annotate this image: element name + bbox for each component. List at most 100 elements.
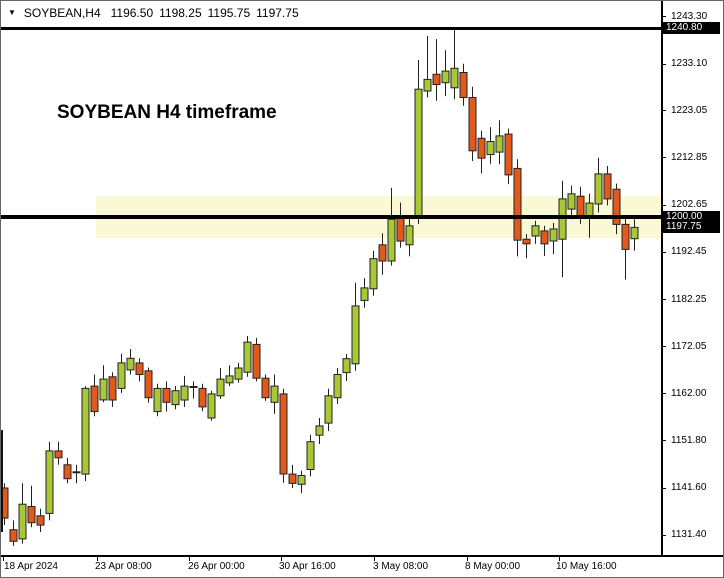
candle-body xyxy=(531,225,540,237)
candle-body xyxy=(9,529,18,542)
collapse-arrow-icon[interactable]: ▼ xyxy=(8,8,16,17)
candle-body xyxy=(1,487,9,519)
candle-body xyxy=(117,362,126,389)
time-tick-mark xyxy=(467,556,468,561)
time-tick-label: 18 Apr 2024 xyxy=(4,561,58,572)
price-tick-mark xyxy=(661,63,666,65)
resistance-hline-1240[interactable] xyxy=(1,26,661,30)
candle-body xyxy=(504,133,513,176)
candle-body xyxy=(99,378,108,401)
price-axis[interactable]: 1243.30 1233.10 1223.05 1212.85 1202.65 1192.… xyxy=(661,1,723,555)
time-tick-mark xyxy=(3,556,4,561)
candle-body xyxy=(81,387,90,475)
candle-body xyxy=(333,374,342,399)
time-tick-label: 8 May 00:00 xyxy=(465,561,521,572)
price-tick-mark xyxy=(661,251,666,253)
candle-body xyxy=(567,193,576,210)
candle-body xyxy=(18,503,27,540)
partial-candle xyxy=(1,430,3,532)
candle-body xyxy=(189,386,198,388)
price-tick-mark xyxy=(661,299,666,301)
candle-body xyxy=(459,72,468,98)
candle-body xyxy=(306,441,315,471)
price-tick-label: 1151.80 xyxy=(671,434,707,446)
candle-body xyxy=(63,464,72,480)
candle-body xyxy=(423,78,432,92)
candle-body xyxy=(594,173,603,205)
price-axis-separator xyxy=(661,1,663,556)
candle-body xyxy=(450,67,459,89)
candle-body xyxy=(72,471,81,474)
price-tick-label: 1162.00 xyxy=(671,387,707,399)
candle-body xyxy=(270,385,279,403)
price-tick-label: 1243.30 xyxy=(671,10,708,22)
candle-body xyxy=(261,377,270,399)
candle-body xyxy=(216,378,225,397)
price-tick-mark xyxy=(661,534,666,536)
candle-body xyxy=(612,188,621,225)
candle-body xyxy=(369,258,378,290)
candle-body xyxy=(144,370,153,399)
price-tick-label: 1202.65 xyxy=(671,199,708,211)
candle-body xyxy=(90,385,99,413)
candle-body xyxy=(441,70,450,84)
candle-body xyxy=(360,287,369,301)
price-tick-mark xyxy=(661,487,666,489)
candle-body xyxy=(603,173,612,200)
candle-body xyxy=(162,387,171,403)
chart-plot-area: SOYBEAN H4 timeframe xyxy=(1,1,661,555)
candle-body xyxy=(351,305,360,365)
price-tick-label: 1131.40 xyxy=(671,529,707,541)
price-tick-label: 1141.60 xyxy=(671,482,707,493)
candle-body xyxy=(45,450,54,514)
candle-body xyxy=(549,228,558,242)
support-hline-1200[interactable] xyxy=(1,215,661,219)
quote-open: 1196.50 xyxy=(110,6,154,20)
candle-body xyxy=(171,390,180,406)
price-tick-label: 1192.45 xyxy=(671,246,707,258)
time-tick-mark xyxy=(559,556,560,561)
price-tick-label: 1182.25 xyxy=(671,293,707,305)
time-tick-label: 3 May 08:00 xyxy=(373,561,429,572)
quote-low: 1195.75 xyxy=(207,6,251,20)
chart-annotation-text[interactable]: SOYBEAN H4 timeframe xyxy=(57,102,277,123)
candle-body xyxy=(513,167,522,241)
candle-body xyxy=(180,385,189,401)
candle-body xyxy=(396,215,405,242)
candle-body xyxy=(54,450,63,459)
candle-body xyxy=(630,226,639,240)
candle-body xyxy=(126,357,135,371)
time-tick-label: 10 May 16:00 xyxy=(556,561,617,572)
candle-body xyxy=(540,230,549,245)
candle-body xyxy=(27,506,36,524)
time-tick-mark xyxy=(189,556,190,561)
candle-body xyxy=(468,97,477,152)
time-tick-label: 23 Apr 08:00 xyxy=(95,561,152,572)
time-axis-separator xyxy=(1,554,723,557)
price-tick-mark xyxy=(661,440,666,442)
candle-body xyxy=(279,393,288,475)
price-tick-label: 1172.05 xyxy=(671,340,707,352)
candle-body xyxy=(36,515,45,526)
candle-body xyxy=(486,141,495,155)
candle-body xyxy=(315,425,324,436)
time-tick-label: 30 Apr 16:00 xyxy=(279,561,336,572)
candle-body xyxy=(153,387,162,413)
symbol-bar: ▼ SOYBEAN,H4 1196.50 1198.25 1195.75 119… xyxy=(8,6,305,20)
candle-body xyxy=(387,218,396,262)
candle-body xyxy=(576,195,585,217)
candle-body xyxy=(288,473,297,484)
price-tick-mark xyxy=(661,393,666,395)
candle-body xyxy=(243,341,252,373)
price-tick-mark xyxy=(661,16,666,18)
price-tick-mark xyxy=(661,157,666,159)
candle-body xyxy=(378,244,387,262)
price-tag: 1200.00 xyxy=(662,211,720,223)
candle-body xyxy=(414,88,423,218)
time-axis[interactable]: 18 Apr 2024 23 Apr 08:00 26 Apr 00:00 30 Ap… xyxy=(1,555,723,577)
candle-body xyxy=(234,367,243,380)
candle-body xyxy=(522,238,531,245)
candle-body xyxy=(225,375,234,384)
price-tick-label: 1233.10 xyxy=(671,58,708,70)
